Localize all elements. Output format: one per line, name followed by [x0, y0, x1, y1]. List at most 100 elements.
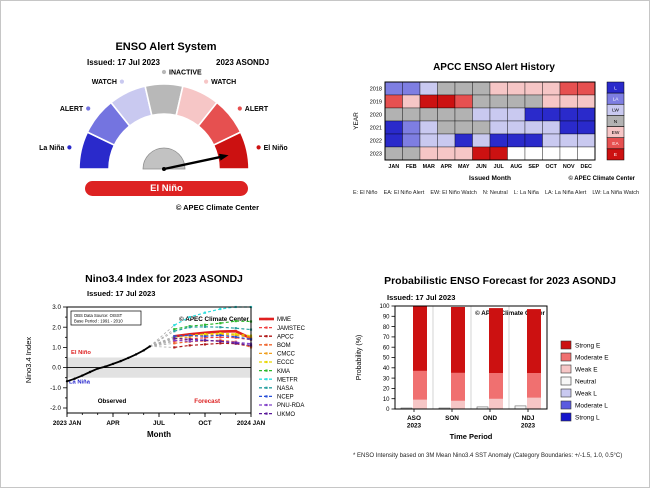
- forecast-marker: [203, 323, 207, 326]
- nino-legend-label: PNU-RDA: [277, 403, 304, 409]
- gauge-segment-label: La Niña: [39, 145, 64, 152]
- nino-legend-marker: [265, 412, 268, 415]
- month-tick-label: MAR: [423, 164, 435, 170]
- prob-y-tick-label: 60: [383, 345, 390, 351]
- cell-2018-JUN: [472, 81, 491, 96]
- observed-marker: [148, 345, 151, 348]
- nino-legend-marker: [265, 403, 268, 407]
- month-tick-label: DEC: [581, 164, 592, 170]
- prob-legend-label: Moderate L: [575, 403, 608, 410]
- prob-ylabel: Probability (%): [356, 335, 363, 381]
- time-period-label: ASO: [407, 415, 421, 422]
- forecast-marker: [234, 333, 237, 336]
- cell-2018-OCT: [542, 81, 561, 96]
- gauge-segment-label: ALERT: [245, 106, 269, 113]
- prob-chart-svg: © APEC Climate Center 0 10 20 30 40 50 60 70 80 90…: [356, 304, 609, 441]
- observed-marker: [142, 349, 145, 352]
- prob-y-tick-label: 80: [383, 325, 390, 331]
- nino-legend-marker: [265, 386, 268, 389]
- x-tick-label: APR: [106, 420, 120, 427]
- cell-2019-DEC: [577, 94, 596, 109]
- observed-marker: [127, 356, 130, 360]
- history-legend-swatch-E: [606, 148, 625, 161]
- cell-2018-FEB: [402, 81, 421, 96]
- time-period-label: OND: [483, 415, 498, 422]
- cell-2019-MAY: [454, 94, 473, 109]
- nino-legend-marker: [265, 395, 268, 398]
- month-tick-label: NOV: [563, 164, 575, 170]
- forecast-marker: [203, 325, 207, 328]
- gauge-needle: [163, 155, 221, 171]
- prob-y-tick-label: 70: [383, 335, 390, 341]
- cell-2023-AUG: [507, 146, 526, 161]
- prob-legend-label: Weak E: [575, 367, 598, 374]
- forecast-marker: [219, 334, 222, 337]
- cell-2023-SEP: [524, 146, 543, 161]
- y-tick-label: 1.0: [52, 345, 61, 352]
- strong_e-bar-segment: [451, 307, 465, 373]
- strong_e-bar-segment: [413, 306, 427, 371]
- cell-2023-JUL: [489, 146, 508, 161]
- history-copyright: © APEC Climate Center: [568, 175, 635, 182]
- cell-2019-JUL: [489, 94, 508, 109]
- nino-legend-label: BOM: [277, 343, 291, 349]
- gauge-label-dot: [204, 79, 209, 84]
- gauge-segment-label: El Niño: [264, 145, 288, 152]
- forecast-marker: [188, 334, 191, 337]
- x-tick-label: 2024 JAN: [237, 420, 266, 427]
- prob-y-tick-label: 40: [383, 366, 390, 372]
- forecast-line-KMA: [174, 320, 252, 330]
- nino-legend-marker: [265, 317, 268, 321]
- time-period-year: 2023: [407, 423, 422, 430]
- cell-2021-APR: [437, 120, 456, 135]
- gauge-segment-label: WATCH: [92, 79, 117, 86]
- cell-2023-FEB: [402, 146, 421, 161]
- nino-legend-marker: [265, 360, 268, 364]
- nino-legend-marker: [265, 343, 268, 346]
- observed-marker: [81, 374, 84, 377]
- cell-2021-JUN: [472, 120, 491, 135]
- y-tick-label: -1.0: [50, 385, 61, 392]
- nino-legend-label: CMCC: [277, 352, 296, 358]
- cell-2018-AUG: [507, 81, 526, 96]
- cell-2018-MAY: [454, 81, 473, 96]
- nino-legend-label: UKMO: [277, 412, 295, 418]
- time-period-label: NDJ: [522, 415, 535, 422]
- cell-2023-MAR: [419, 146, 438, 161]
- cell-2019-JUN: [472, 94, 491, 109]
- forecast-marker: [188, 326, 191, 329]
- cell-2022-JUN: [472, 133, 491, 148]
- gauge-label-dot: [67, 145, 72, 150]
- forecast-line-UKMO: [174, 337, 252, 346]
- prob-title: Probabilistic ENSO Forecast for 2023 ASO…: [384, 275, 616, 287]
- prob-legend-label: Moderate E: [575, 355, 609, 362]
- prob-legend-swatch: [560, 412, 572, 422]
- nino-legend-label: KMA: [277, 369, 290, 375]
- nino-xlabel: Month: [147, 430, 171, 439]
- cell-2019-JAN: [384, 94, 403, 109]
- nino-issued-date: Issued: 17 Jul 2023: [87, 289, 156, 298]
- observed-line: [66, 345, 151, 383]
- gauge-target-period: 2023 ASONDJ: [216, 58, 270, 67]
- forecast-marker: [203, 331, 207, 334]
- history-abbrev-legend: E: El Niño EA: El Niño Alert EW: El Niño…: [353, 190, 640, 196]
- strong_e-bar-segment: [489, 308, 503, 373]
- nino-copyright: © APEC Climate Center: [179, 315, 249, 323]
- forecast-marker: [234, 334, 237, 337]
- moderate_e-bar-segment: [451, 373, 465, 401]
- cell-2021-DEC: [577, 120, 596, 135]
- y-tick-label: 2.0: [52, 324, 61, 331]
- nino-legend-marker: [265, 326, 268, 329]
- gauge-segment-label: WATCH: [211, 79, 236, 86]
- prob-legend-label: Strong L: [575, 415, 600, 422]
- forecast-marker: [188, 335, 191, 338]
- prob-legend-swatch: [560, 364, 572, 374]
- y-tick-label: -2.0: [50, 405, 61, 412]
- prob-legend-swatch: [560, 352, 572, 362]
- cell-2023-APR: [437, 146, 456, 161]
- prob-y-tick-label: 30: [383, 376, 390, 382]
- gauge-copyright: © APEC Climate Center: [175, 203, 259, 212]
- cell-2020-JAN: [384, 107, 403, 122]
- year-tick-label: 2022: [370, 139, 382, 145]
- history-heatmap-svg: 2018 2019 2020 2021 2022 2023 JAN FEB MAR APR MAY J…: [353, 81, 636, 182]
